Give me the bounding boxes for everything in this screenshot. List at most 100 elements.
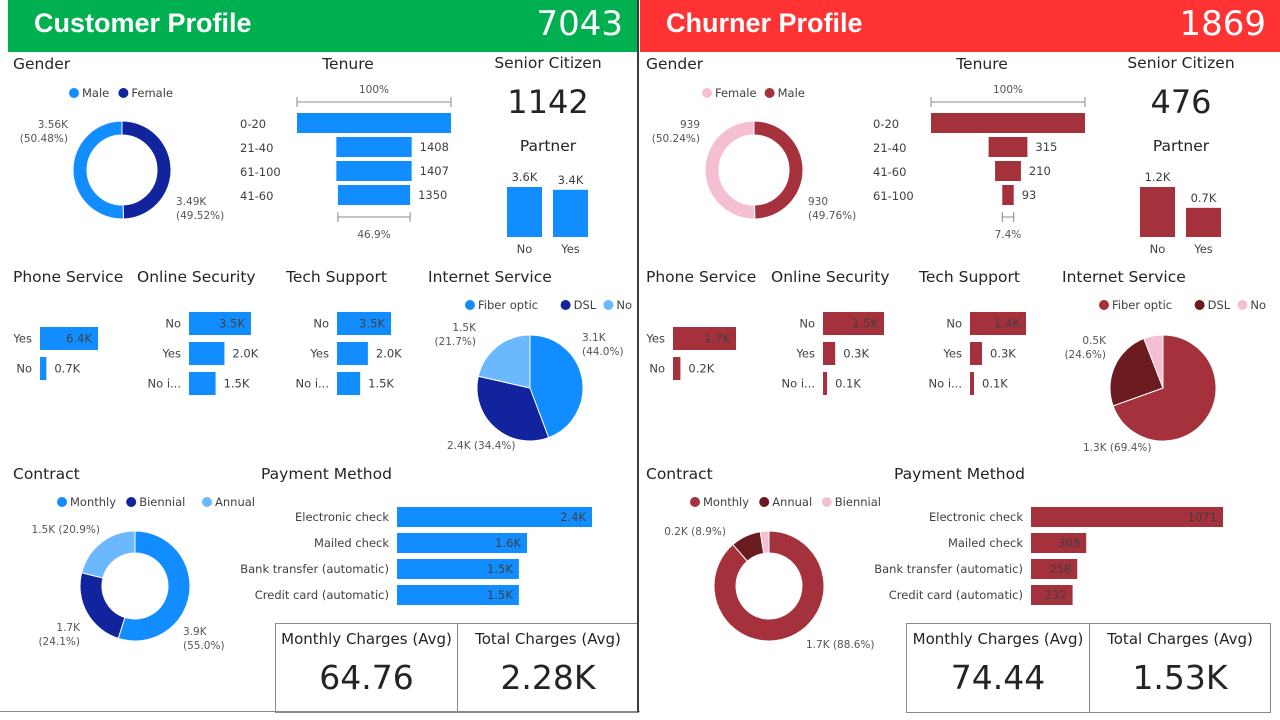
phone-service-value-label: 1.7K (704, 332, 730, 346)
tenure-bottom-label: 46.9% (357, 229, 390, 241)
internet-legend-item: DSL (574, 298, 597, 312)
payment-method-category: Credit card (automatic) (889, 588, 1023, 602)
internet-pie-slice (1143, 334, 1164, 389)
payment-method-bar (1031, 585, 1073, 605)
internet-legend-item: No (616, 298, 632, 312)
senior-citizen-title: Senior Citizen (1127, 54, 1234, 72)
tech-support-category: No (946, 317, 962, 331)
contract-label-1: (55.0%) (183, 640, 225, 652)
online-security-bar (823, 312, 884, 335)
contract-title: Contract (13, 465, 80, 483)
senior-citizen-title: Senior Citizen (494, 54, 601, 72)
tenure-value-label: 315 (1035, 140, 1057, 154)
gender-label-b: (49.76%) (808, 210, 856, 222)
tenure-category: 0-20 (240, 117, 266, 131)
payment-method-category: Bank transfer (automatic) (874, 562, 1023, 576)
tenure-category: 61-100 (240, 165, 281, 179)
tech-support-title: Tech Support (918, 268, 1020, 286)
online-security-value-label: 3.5K (219, 317, 245, 331)
contract-legend-item: Annual (772, 495, 812, 509)
tech-support-title: Tech Support (285, 268, 387, 286)
contract-donut-slice (79, 572, 126, 640)
online-security-value-label: 1.5K (852, 317, 878, 331)
tech-support-category: No i... (296, 377, 329, 391)
internet-label-3: (21.7%) (434, 336, 476, 348)
tenure-top-label: 100% (993, 84, 1023, 96)
gender-legend-item: Female (715, 86, 757, 100)
senior-citizen-value: 1142 (507, 83, 588, 121)
internet-service-title: Internet Service (1062, 268, 1186, 286)
payment-method-bar (1031, 507, 1223, 527)
gender-donut-slice (704, 120, 756, 220)
internet-legend-dot (1237, 300, 1248, 310)
monthly-charges-label: Monthly Charges (Avg) (912, 630, 1084, 648)
phone-service-bar (673, 327, 736, 350)
internet-pie-slice (529, 334, 584, 439)
online-security-bar (823, 372, 828, 395)
contract-label-3: 1.5K (20.9%) (32, 524, 100, 536)
payment-method-category: Mailed check (314, 536, 389, 550)
tech-support-category: No i... (929, 377, 962, 391)
phone-service-bar (40, 357, 47, 380)
tech-support-bar (337, 372, 361, 395)
tenure-category: 0-20 (873, 117, 899, 131)
partner-title: Partner (520, 137, 577, 155)
phone-service-value-label: 0.2K (688, 362, 714, 376)
internet-legend-dot (1194, 300, 1205, 310)
contract-legend-dot (57, 497, 67, 507)
gender-label-a: (50.24%) (652, 133, 700, 145)
online-security-category: No (165, 317, 181, 331)
contract-legend-dot (126, 497, 137, 507)
churner-count: 1869 (1179, 4, 1266, 44)
partner-category: No (517, 242, 533, 256)
tech-support-bar (970, 372, 974, 395)
tenure-value-label: 1408 (420, 140, 449, 154)
gender-label-b: 3.49K (176, 196, 207, 208)
tech-support-category: Yes (942, 347, 962, 361)
tenure-category: 41-60 (240, 189, 273, 203)
tenure-bar (336, 137, 412, 157)
tech-support-bar (337, 312, 391, 335)
contract-legend-item: Monthly (70, 495, 116, 509)
partner-title: Partner (1153, 137, 1210, 155)
payment-method-bar (1031, 533, 1087, 553)
gender-label-a: 939 (680, 119, 700, 131)
gender-title: Gender (646, 55, 704, 73)
phone-service-category: No (16, 362, 32, 376)
monthly-charges-value: 64.76 (319, 658, 414, 697)
monthly-charges-card: Monthly Charges (Avg) 74.44 (906, 623, 1090, 713)
tech-support-category: Yes (309, 347, 329, 361)
churner-profile-charts: Gender Female Male 939 (50.24%) 930 (49.76%) Te… (645, 54, 1266, 651)
online-security-bar (189, 342, 225, 365)
gender-donut-slice (72, 120, 124, 220)
online-security-category: Yes (161, 347, 181, 361)
contract-legend-dot (202, 497, 212, 507)
payment-method-value-label: 1071 (1188, 510, 1217, 524)
gender-legend-item: Male (778, 86, 805, 100)
gender-legend-dot (118, 88, 129, 98)
contract-legend-item: Biennial (835, 495, 881, 509)
phone-service-bar (673, 357, 681, 380)
contract-legend-dot (759, 497, 770, 507)
online-security-value-label: 2.0K (232, 347, 258, 361)
phone-service-title: Phone Service (13, 268, 123, 286)
total-charges-card: Total Charges (Avg) 2.28K (457, 623, 639, 713)
payment-method-bar (397, 585, 519, 605)
tenure-top-label: 100% (359, 84, 389, 96)
partner-value-label: 1.2K (1145, 170, 1171, 184)
partner-category: Yes (1193, 242, 1213, 256)
contract-label-2: 1.7K (56, 622, 81, 634)
payment-method-title: Payment Method (261, 465, 392, 483)
phone-service-category: No (649, 362, 665, 376)
internet-pie-slice (1109, 337, 1164, 407)
internet-label-2: 0.5K (1082, 335, 1107, 347)
internet-pie-slice (1112, 334, 1217, 442)
gender-legend-item: Female (131, 86, 173, 100)
contract-donut-slice (759, 530, 770, 554)
total-charges-value: 1.53K (1132, 658, 1228, 697)
internet-pie-slice (477, 334, 531, 389)
tenure-value-label: 1407 (420, 164, 449, 178)
tenure-category: 41-60 (873, 165, 906, 179)
tech-support-value-label: 1.5K (368, 377, 394, 391)
gender-label-b: 930 (808, 196, 828, 208)
